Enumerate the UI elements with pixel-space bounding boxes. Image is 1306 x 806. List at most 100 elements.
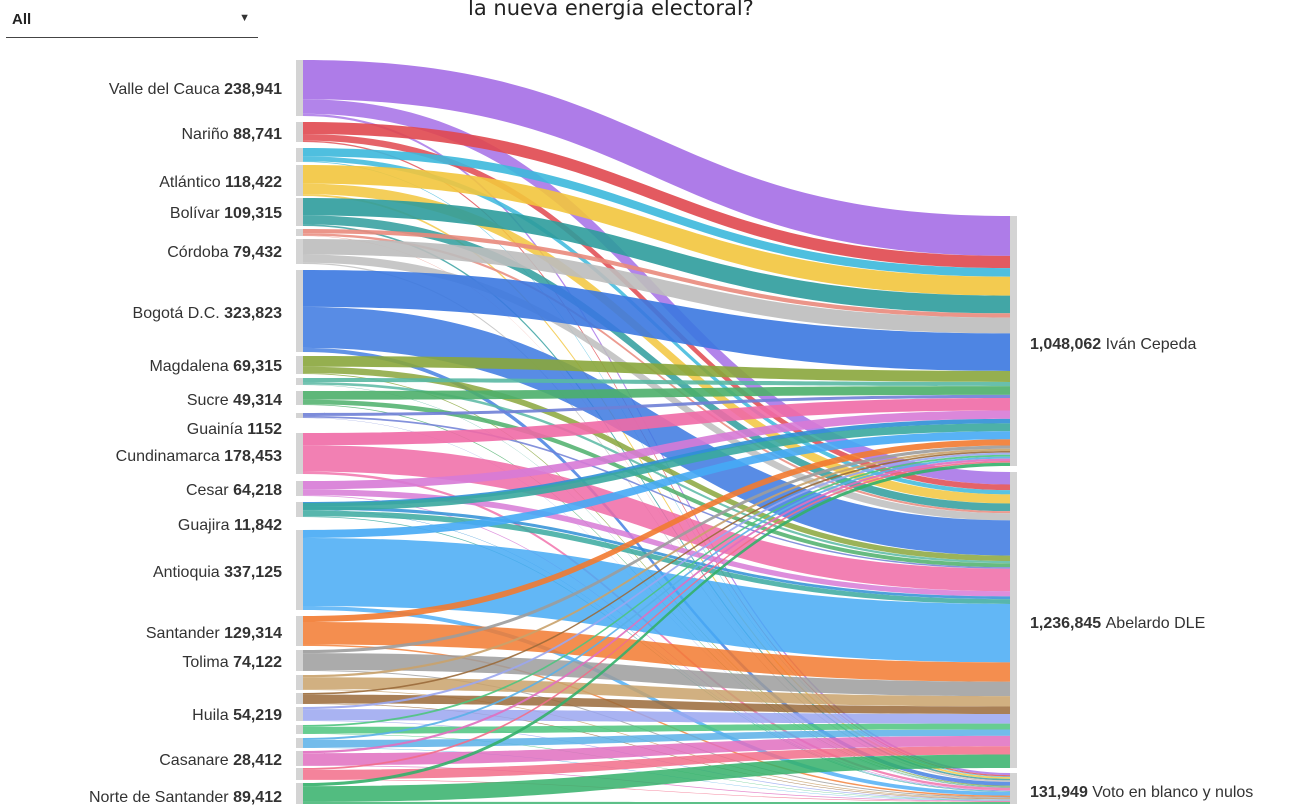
source-value: 64,218 bbox=[233, 482, 282, 499]
target-node bbox=[1010, 773, 1017, 804]
sankey-link bbox=[303, 394, 1010, 416]
source-name: Nariño bbox=[181, 126, 233, 143]
source-node bbox=[296, 239, 303, 264]
source-value: 89,412 bbox=[233, 789, 282, 806]
source-node bbox=[296, 378, 303, 385]
sankey-link bbox=[303, 452, 1010, 710]
sankey-link bbox=[303, 347, 1010, 786]
source-node bbox=[296, 270, 303, 352]
region-filter-dropdown[interactable]: All ▼ bbox=[6, 4, 258, 38]
sankey-link bbox=[303, 215, 1010, 512]
source-name: Cundinamarca bbox=[116, 448, 225, 465]
filter-selected-value: All bbox=[12, 11, 32, 28]
source-node bbox=[296, 675, 303, 690]
sankey-link bbox=[303, 454, 1010, 727]
source-label: Atlántico 118,422 bbox=[159, 174, 282, 191]
source-label: Bolívar 109,315 bbox=[170, 205, 282, 222]
source-name: Sucre bbox=[187, 392, 233, 409]
sankey-link bbox=[303, 410, 1010, 490]
sankey-link bbox=[303, 754, 1010, 802]
sankey-link bbox=[303, 779, 1010, 803]
source-value: 1152 bbox=[247, 421, 282, 438]
chart-title: la nueva energía electoral? bbox=[468, 0, 754, 20]
sankey-link bbox=[303, 622, 1010, 682]
source-value: 88,741 bbox=[233, 126, 282, 143]
source-value: 11,842 bbox=[234, 517, 282, 534]
source-label: Santander 129,314 bbox=[146, 625, 282, 642]
chevron-down-icon: ▼ bbox=[239, 12, 250, 24]
source-value: 337,125 bbox=[224, 564, 282, 581]
source-node bbox=[296, 650, 303, 671]
target-value: 1,048,062 bbox=[1030, 336, 1106, 353]
source-label: Guainía 1152 bbox=[187, 421, 282, 438]
source-node bbox=[296, 391, 303, 405]
sankey-link bbox=[303, 224, 1010, 781]
sankey-link bbox=[303, 450, 1010, 695]
source-label: Magdalena 69,315 bbox=[149, 358, 282, 375]
source-label: Norte de Santander 89,412 bbox=[89, 789, 282, 806]
target-node bbox=[1010, 472, 1017, 768]
source-node bbox=[296, 165, 303, 196]
source-label: Casanare 28,412 bbox=[159, 752, 282, 769]
source-node bbox=[296, 413, 303, 418]
source-name: Guainía bbox=[187, 421, 247, 438]
source-label: Antioquia 337,125 bbox=[153, 564, 282, 581]
source-label: Huila 54,219 bbox=[192, 707, 282, 724]
source-node bbox=[296, 122, 303, 142]
source-node bbox=[296, 693, 303, 704]
source-node bbox=[296, 751, 303, 766]
source-value: 74,122 bbox=[233, 654, 282, 671]
sankey-link bbox=[303, 677, 1010, 707]
source-name: Tolima bbox=[182, 654, 233, 671]
sankey-link bbox=[303, 510, 1010, 604]
source-value: 69,315 bbox=[233, 358, 282, 375]
sankey-link bbox=[303, 653, 1010, 697]
sankey-link bbox=[303, 458, 1010, 754]
source-node bbox=[296, 433, 303, 474]
source-value: 238,941 bbox=[224, 81, 282, 98]
target-label: 1,048,062 Iván Cepeda bbox=[1030, 336, 1196, 353]
source-name: Cesar bbox=[186, 482, 233, 499]
sankey-link bbox=[303, 423, 1010, 511]
sankey-link bbox=[303, 122, 1010, 269]
source-label: Sucre 49,314 bbox=[187, 392, 282, 409]
sankey-links bbox=[303, 60, 1010, 804]
source-value: 118,422 bbox=[225, 174, 282, 191]
sankey-link bbox=[303, 165, 1010, 296]
sankey-link bbox=[303, 306, 1010, 556]
target-label: 1,236,845 Abelardo DLE bbox=[1030, 615, 1205, 632]
sankey-link bbox=[303, 254, 1010, 521]
source-name: Magdalena bbox=[149, 358, 233, 375]
source-name: Casanare bbox=[159, 752, 233, 769]
source-node bbox=[296, 198, 303, 226]
source-node bbox=[296, 356, 303, 374]
target-name: Abelardo DLE bbox=[1106, 615, 1206, 632]
sankey-link bbox=[303, 689, 1010, 799]
sankey-link bbox=[303, 397, 1010, 446]
source-name: Norte de Santander bbox=[89, 789, 233, 806]
source-node bbox=[296, 60, 303, 116]
target-value: 131,949 bbox=[1030, 784, 1092, 801]
sankey-link bbox=[303, 229, 1010, 318]
source-label: Guajira 11,842 bbox=[178, 517, 282, 534]
source-label: Nariño 88,741 bbox=[181, 126, 282, 143]
source-value: 28,412 bbox=[233, 752, 282, 769]
sankey-link bbox=[303, 456, 1010, 740]
sankey-link bbox=[303, 538, 1010, 663]
sankey-link bbox=[303, 183, 1010, 504]
sankey-link bbox=[303, 694, 1010, 715]
source-node bbox=[296, 503, 303, 517]
source-value: 109,315 bbox=[224, 205, 282, 222]
sankey-link bbox=[303, 198, 1010, 314]
source-name: Córdoba bbox=[167, 244, 233, 261]
sankey-link bbox=[303, 382, 1010, 564]
source-value: 54,219 bbox=[233, 707, 282, 724]
sankey-link bbox=[303, 801, 1010, 804]
sankey-link bbox=[303, 462, 1010, 787]
source-node bbox=[296, 768, 303, 780]
target-node bbox=[1010, 216, 1017, 466]
sankey-link bbox=[303, 431, 1010, 538]
sankey-link bbox=[303, 669, 1010, 798]
sankey-link bbox=[303, 460, 1010, 770]
